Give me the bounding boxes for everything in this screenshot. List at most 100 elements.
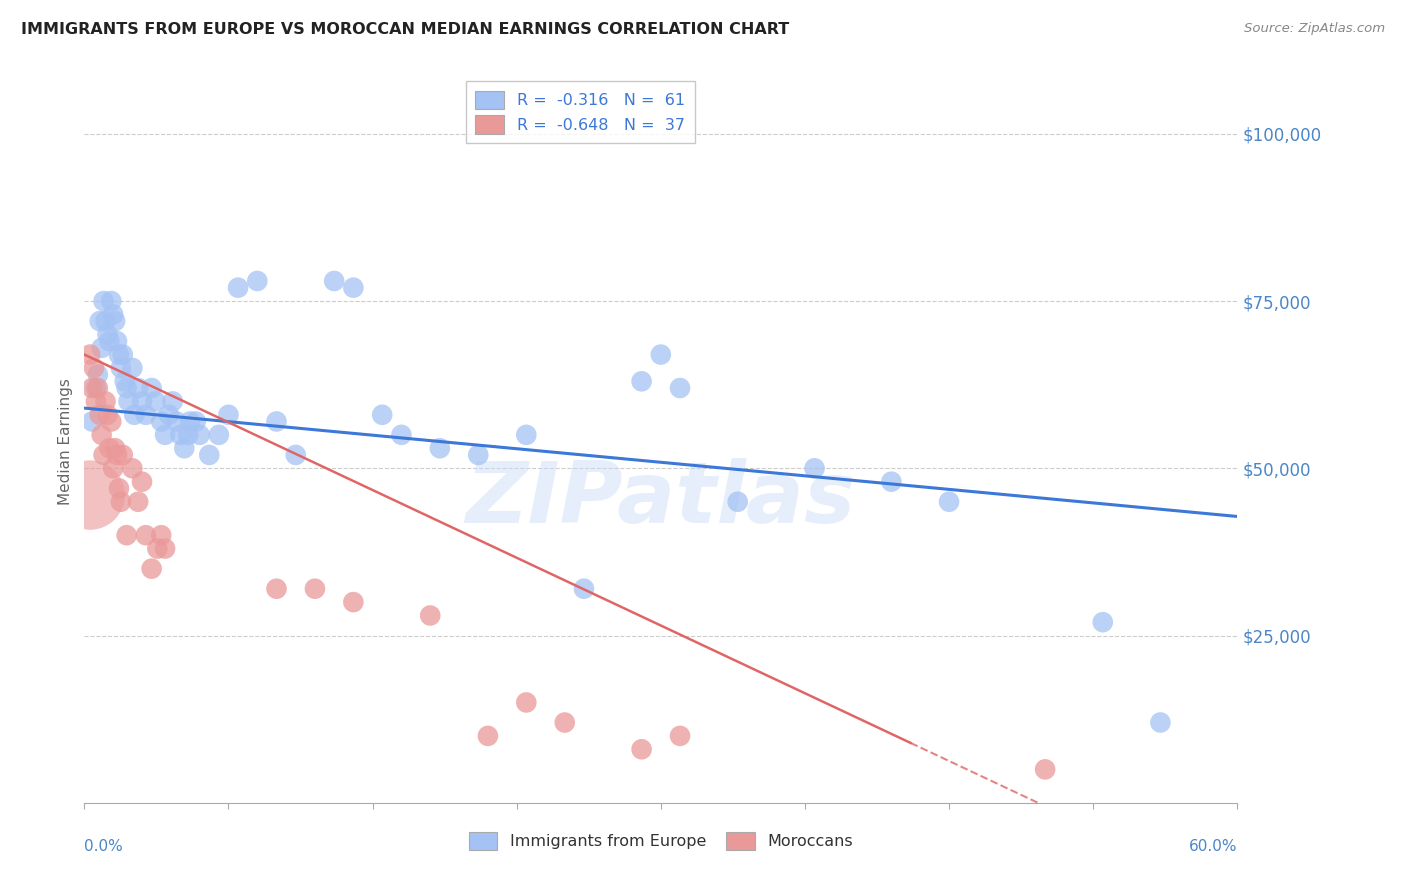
Point [110, 494, 132, 508]
Y-axis label: Median Earnings: Median Earnings [58, 378, 73, 505]
Point [1149, 715, 1171, 730]
Point [477, 729, 499, 743]
Point [630, 375, 652, 389]
Point [79, 348, 101, 362]
Point [90, 341, 112, 355]
Point [103, 461, 124, 475]
Point [80, 381, 103, 395]
Point [96, 327, 118, 342]
Point [93, 448, 115, 462]
Point [554, 715, 576, 730]
Point [304, 582, 326, 596]
Point [84, 394, 107, 409]
Point [79, 488, 101, 502]
Point [104, 314, 127, 328]
Point [127, 381, 149, 395]
Point [135, 408, 157, 422]
Text: ZIPatlas: ZIPatlas [465, 458, 856, 541]
Point [226, 281, 249, 295]
Point [323, 274, 346, 288]
Point [93, 293, 115, 308]
Point [803, 461, 825, 475]
Point [342, 281, 364, 295]
Point [108, 482, 131, 496]
Point [169, 427, 191, 442]
Point [121, 461, 143, 475]
Point [184, 414, 207, 428]
Point [108, 348, 131, 362]
Text: 0.0%: 0.0% [84, 838, 124, 854]
Text: IMMIGRANTS FROM EUROPE VS MOROCCAN MEDIAN EARNINGS CORRELATION CHART: IMMIGRANTS FROM EUROPE VS MOROCCAN MEDIA… [21, 22, 789, 37]
Point [98, 441, 121, 455]
Point [114, 375, 136, 389]
Point [1033, 762, 1056, 776]
Point [146, 541, 169, 556]
Point [880, 475, 903, 489]
Point [153, 541, 176, 556]
Point [90, 427, 112, 442]
Point [266, 414, 288, 428]
Point [96, 408, 118, 422]
Point [80, 414, 103, 428]
Point [124, 408, 146, 422]
Point [111, 448, 134, 462]
Point [650, 348, 672, 362]
Point [938, 494, 960, 508]
Point [166, 414, 188, 428]
Point [100, 293, 122, 308]
Point [105, 334, 128, 348]
Text: Source: ZipAtlas.com: Source: ZipAtlas.com [1244, 22, 1385, 36]
Point [162, 394, 184, 409]
Point [87, 381, 110, 395]
Point [246, 274, 269, 288]
Point [669, 729, 692, 743]
Point [94, 314, 117, 328]
Point [115, 528, 138, 542]
Point [727, 494, 749, 508]
Point [1091, 615, 1114, 630]
Point [371, 408, 394, 422]
Point [117, 394, 139, 409]
Point [94, 394, 117, 409]
Point [266, 582, 288, 596]
Point [515, 696, 537, 710]
Point [572, 582, 595, 596]
Point [188, 427, 211, 442]
Point [110, 361, 132, 376]
Point [173, 441, 195, 455]
Point [98, 334, 121, 348]
Point [284, 448, 307, 462]
Point [87, 368, 110, 382]
Legend: Immigrants from Europe, Moroccans: Immigrants from Europe, Moroccans [460, 822, 862, 860]
Point [89, 408, 111, 422]
Point [131, 475, 153, 489]
Point [104, 441, 127, 455]
Point [153, 427, 176, 442]
Point [145, 394, 167, 409]
Point [669, 381, 692, 395]
Point [342, 595, 364, 609]
Point [419, 608, 441, 623]
Text: 60.0%: 60.0% [1189, 838, 1237, 854]
Point [630, 742, 652, 756]
Point [391, 427, 413, 442]
Point [179, 414, 201, 428]
Point [100, 414, 122, 428]
Point [208, 427, 231, 442]
Point [429, 441, 451, 455]
Point [515, 427, 537, 442]
Point [135, 528, 157, 542]
Point [141, 381, 163, 395]
Point [127, 494, 149, 508]
Point [467, 448, 489, 462]
Point [218, 408, 240, 422]
Point [115, 381, 138, 395]
Point [198, 448, 221, 462]
Point [121, 361, 143, 376]
Point [131, 394, 153, 409]
Point [103, 307, 124, 321]
Point [177, 427, 200, 442]
Point [157, 408, 180, 422]
Point [141, 562, 163, 576]
Point [150, 528, 173, 542]
